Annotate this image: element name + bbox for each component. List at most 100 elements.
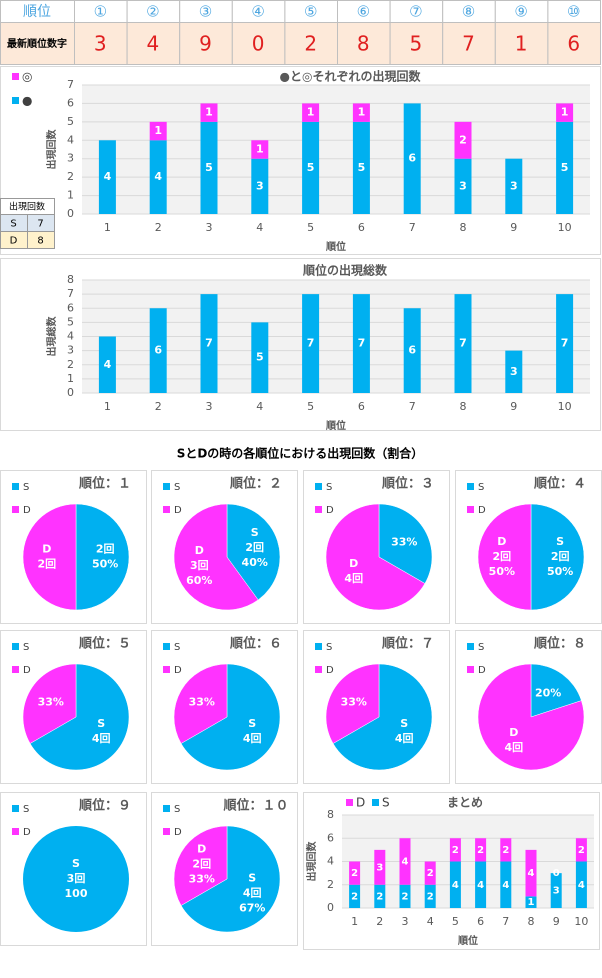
legend-label: D (174, 505, 182, 516)
table-value: 7 (37, 219, 43, 230)
pie-slice (22, 503, 77, 611)
legend-label: D (174, 665, 182, 676)
data-label: 50% (547, 565, 573, 578)
data-label: 4 (578, 880, 585, 891)
pie-slice (23, 826, 129, 932)
data-label: D (197, 842, 206, 855)
data-label: 3 (459, 179, 467, 192)
legend-swatch (467, 643, 474, 650)
legend-label: S (326, 642, 332, 653)
data-label: 3 (510, 365, 518, 378)
x-tick-label: 3 (402, 915, 409, 928)
legend-label: ◎ (22, 70, 32, 84)
pie-slice (173, 825, 228, 906)
data-label: 7 (358, 337, 366, 350)
y-tick-label: 2 (67, 170, 74, 183)
header-cell (337, 22, 391, 65)
legend-label: D (23, 665, 31, 676)
x-tick-label: 2 (376, 915, 383, 928)
x-tick-label: 10 (558, 221, 572, 234)
data-label: 1 (205, 106, 213, 119)
latest-number: 3 (94, 32, 107, 56)
data-label: 3回 (190, 558, 209, 572)
y-tick-label: 6 (327, 831, 334, 844)
x-tick-label: 7 (409, 400, 416, 413)
x-tick-label: 5 (307, 221, 314, 234)
data-label: 1 (358, 106, 366, 119)
data-label: 3 (376, 862, 383, 873)
legend-label: D (23, 505, 31, 516)
bar (352, 121, 370, 214)
bar (98, 336, 116, 393)
legend-swatch (12, 643, 19, 650)
x-tick-label: 8 (460, 221, 467, 234)
x-tick-label: 1 (104, 221, 111, 234)
latest-number: 9 (199, 32, 212, 56)
legend-swatch (315, 643, 322, 650)
x-tick-label: 7 (409, 221, 416, 234)
bar (149, 308, 167, 393)
data-label: D (42, 543, 51, 556)
data-label: 4回 (505, 740, 524, 754)
bar (449, 838, 461, 862)
data-label: 33% (391, 535, 417, 548)
rank-label: ⑤ (304, 3, 317, 21)
chart-title: まとめ (447, 796, 483, 810)
x-tick-label: 6 (477, 915, 484, 928)
latest-number: 2 (304, 32, 317, 56)
x-tick-label: 4 (256, 400, 263, 413)
data-label: 2回 (38, 557, 57, 571)
bar (403, 103, 421, 214)
legend-swatch (372, 799, 379, 806)
x-tick-label: 9 (553, 915, 560, 928)
data-label: 0 (553, 868, 560, 879)
latest-number: 1 (515, 32, 528, 56)
y-tick-label: 4 (327, 855, 334, 868)
y-tick-label: 2 (67, 358, 74, 371)
legend-label: S (326, 482, 332, 493)
data-label: 5 (307, 161, 315, 174)
bar (475, 861, 487, 908)
data-label: S (251, 526, 259, 539)
header-cell (179, 22, 233, 65)
header-cell (389, 22, 444, 65)
data-label: 2 (351, 868, 358, 879)
rank-label: ⑦ (409, 3, 422, 21)
legend-swatch (163, 666, 170, 673)
x-tick-label: 3 (206, 221, 213, 234)
pie-slice (22, 663, 77, 744)
legend-label: S (174, 482, 180, 493)
bar (302, 103, 320, 122)
pie-slice (477, 503, 532, 611)
pie-slice (75, 503, 130, 611)
legend-label: D (356, 796, 365, 810)
data-label: 2回 (245, 540, 264, 554)
data-label: 67% (239, 902, 265, 915)
data-label: 3 (510, 179, 518, 192)
data-label: 5 (256, 351, 264, 364)
bar (251, 322, 269, 393)
legend-label: S (23, 804, 29, 815)
legend-swatch (12, 73, 19, 80)
data-label: 4回 (395, 731, 414, 745)
data-label: D (349, 557, 358, 570)
y-tick-label: 8 (327, 808, 334, 821)
data-label: 3回 (67, 871, 86, 885)
latest-number: 7 (462, 32, 475, 56)
chart-title: ●と◎それぞれの出現回数 (280, 69, 422, 84)
bar (475, 838, 487, 862)
data-label: 2 (427, 891, 434, 902)
x-tick-label: 1 (351, 915, 358, 928)
data-label: 2 (402, 891, 409, 902)
data-label: 6 (154, 344, 162, 357)
data-label: 40% (242, 556, 268, 569)
data-label: 4 (528, 868, 535, 879)
x-tick-label: 9 (510, 400, 517, 413)
x-tick-label: 2 (155, 221, 162, 234)
bar (575, 838, 587, 862)
pie-slice (173, 663, 228, 744)
table-value: D (10, 236, 18, 247)
data-label: 2回 (192, 856, 211, 870)
data-label: D (509, 726, 518, 739)
data-label: S (72, 857, 80, 870)
